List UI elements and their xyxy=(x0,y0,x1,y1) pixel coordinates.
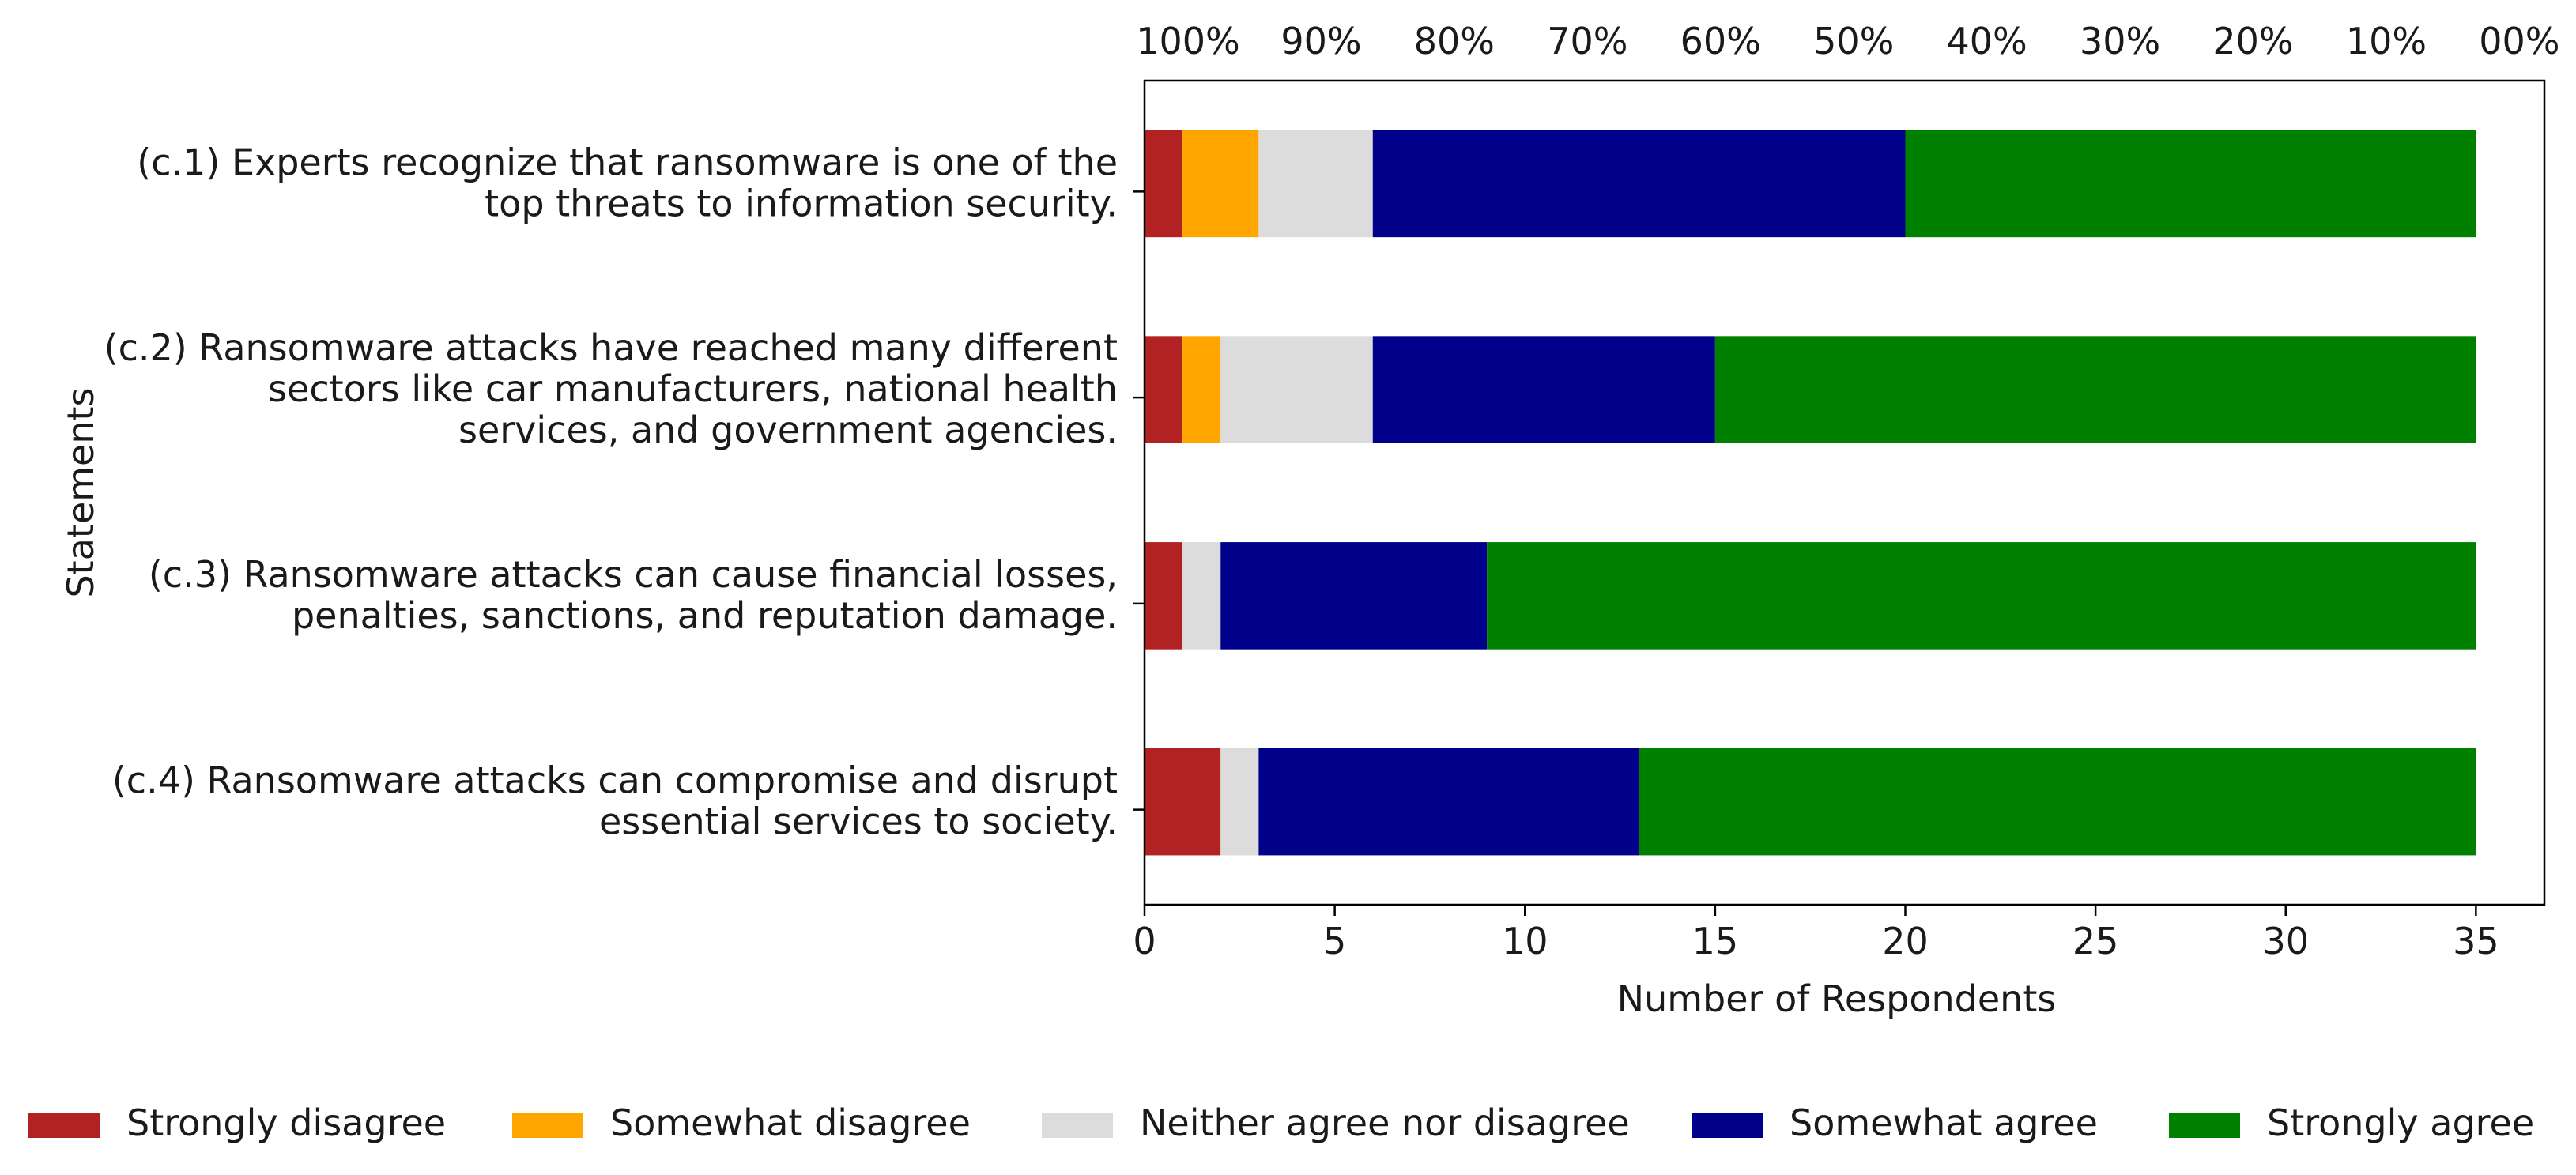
legend-label: Neither agree nor disagree xyxy=(1140,1102,1630,1144)
legend-swatch xyxy=(1042,1113,1113,1138)
category-label: sectors like car manufacturers, national… xyxy=(268,367,1118,410)
x-tick-label: 20 xyxy=(1882,920,1929,962)
y-axis-title: Statements xyxy=(59,387,102,597)
y-axis-categories: (c.1) Experts recognize that ransomware … xyxy=(104,141,1145,843)
top-tick-label: 100% xyxy=(1136,20,1240,62)
x-tick-label: 5 xyxy=(1323,920,1346,962)
top-tick-label: 70% xyxy=(1547,20,1627,62)
legend-swatch xyxy=(28,1113,100,1138)
x-tick-label: 10 xyxy=(1502,920,1548,962)
x-tick-label: 25 xyxy=(2072,920,2119,962)
legend-swatch xyxy=(512,1113,583,1138)
top-tick-label: 60% xyxy=(1680,20,1761,62)
legend-swatch xyxy=(2169,1113,2240,1138)
top-axis-labels: 100% 90% 80% 70% 60% 50% 40% 30% 20% 10% 00% xyxy=(1136,20,2559,62)
bar-segment xyxy=(1182,542,1221,650)
category-label: services, and government agencies. xyxy=(458,409,1118,451)
legend-swatch xyxy=(1692,1113,1763,1138)
legend: Strongly disagree Somewhat disagree Neithe… xyxy=(28,1102,2534,1144)
legend-label: Somewhat disagree xyxy=(610,1102,971,1144)
bar-segment xyxy=(1145,542,1183,650)
category-label: (c.3) Ransomware attacks can cause finan… xyxy=(149,553,1118,596)
bar-segment xyxy=(1220,542,1488,650)
bar-segment xyxy=(1145,336,1183,443)
x-axis-ticks: 0 5 10 15 20 25 30 35 xyxy=(1133,905,2499,962)
category-label: penalties, sanctions, and reputation dam… xyxy=(292,594,1118,637)
bars-group xyxy=(1145,130,2476,856)
top-tick-label: 50% xyxy=(1813,20,1894,62)
top-tick-label: 30% xyxy=(2080,20,2160,62)
category-label: (c.4) Ransomware attacks can compromise … xyxy=(112,759,1118,802)
category-label: essential services to society. xyxy=(599,800,1118,843)
category-label: (c.1) Experts recognize that ransomware … xyxy=(137,141,1118,183)
top-tick-label: 20% xyxy=(2212,20,2293,62)
bar-segment xyxy=(1487,542,2476,650)
bar-segment xyxy=(1258,130,1373,238)
legend-label: Strongly agree xyxy=(2267,1102,2534,1144)
category-label: (c.2) Ransomware attacks have reached ma… xyxy=(104,326,1118,369)
bar-segment xyxy=(1220,748,1259,856)
bar-segment xyxy=(1639,748,2476,856)
bar-segment xyxy=(1182,130,1259,238)
legend-label: Somewhat agree xyxy=(1790,1102,2098,1144)
x-tick-label: 0 xyxy=(1133,920,1156,962)
top-tick-label: 00% xyxy=(2479,20,2559,62)
top-tick-label: 80% xyxy=(1414,20,1495,62)
bar-segment xyxy=(1220,336,1373,443)
bar-segment xyxy=(1145,130,1183,238)
bar-segment xyxy=(1145,748,1221,856)
bar-segment xyxy=(1714,336,2476,443)
bar-segment xyxy=(1258,748,1639,856)
top-tick-label: 40% xyxy=(1947,20,2027,62)
x-tick-label: 30 xyxy=(2262,920,2309,962)
top-tick-label: 10% xyxy=(2346,20,2427,62)
x-tick-label: 15 xyxy=(1692,920,1739,962)
legend-label: Strongly disagree xyxy=(126,1102,446,1144)
bar-segment xyxy=(1905,130,2476,238)
bar-segment xyxy=(1372,336,1715,443)
top-tick-label: 90% xyxy=(1280,20,1361,62)
plot-frame xyxy=(1143,79,2546,906)
category-label: top threats to information security. xyxy=(485,182,1118,224)
x-tick-label: 35 xyxy=(2453,920,2499,962)
bar-segment xyxy=(1372,130,1906,238)
bar-segment xyxy=(1182,336,1221,443)
x-axis-title: Number of Respondents xyxy=(1617,977,2057,1020)
